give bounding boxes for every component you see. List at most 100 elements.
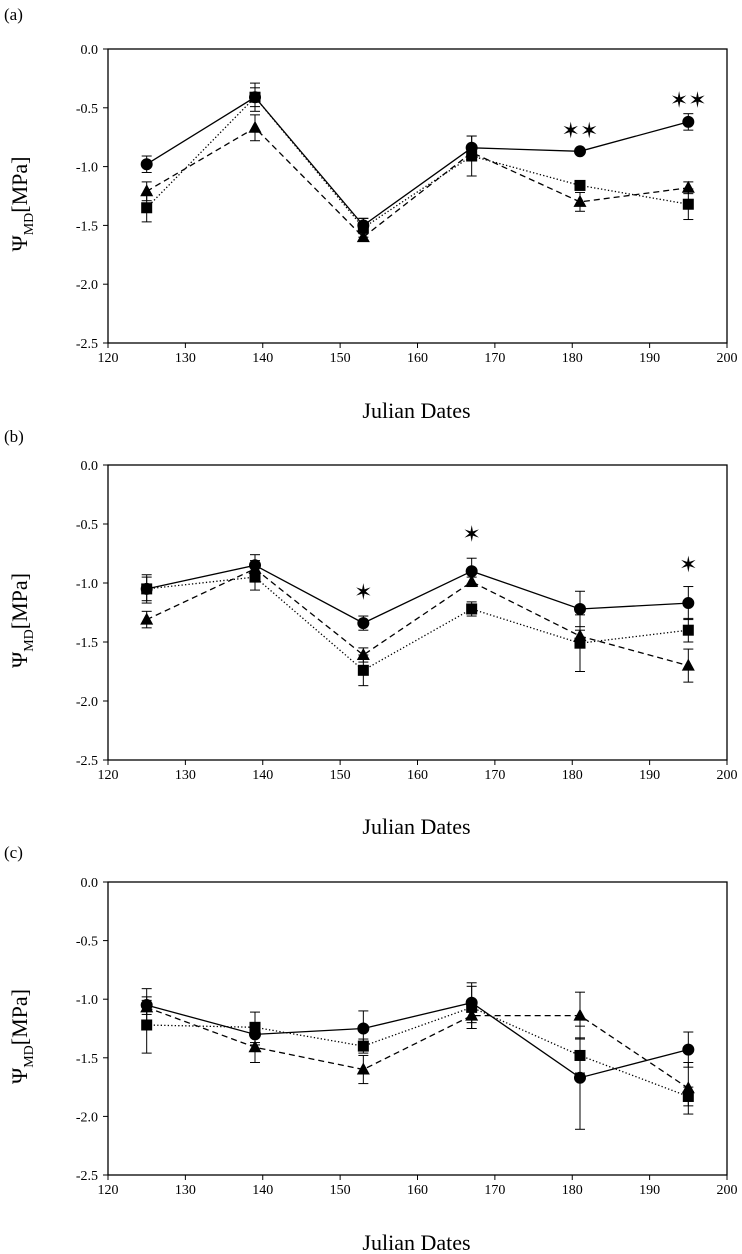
data-point-circle — [140, 158, 153, 171]
x-tick-label: 170 — [484, 1183, 505, 1198]
y-axis-symbol: Ψ — [7, 235, 32, 252]
data-point-triangle — [573, 629, 587, 642]
y-tick-label: -1.0 — [76, 161, 98, 176]
x-tick-label: 170 — [484, 768, 505, 783]
x-tick-label: 180 — [562, 768, 583, 783]
y-tick-label: 0.0 — [81, 876, 99, 891]
data-point-square — [357, 1040, 369, 1052]
y-tick-label: -2.0 — [76, 695, 98, 710]
y-axis-unit: [MPa] — [7, 573, 32, 629]
data-point-circle — [357, 1022, 370, 1035]
data-point-triangle — [248, 1040, 262, 1053]
data-point-triangle — [248, 561, 262, 574]
data-point-square — [249, 91, 261, 103]
x-tick-label: 160 — [407, 768, 428, 783]
data-point-square — [466, 603, 478, 615]
y-tick-label: -2.0 — [76, 278, 98, 293]
x-tick-label: 140 — [252, 1183, 273, 1198]
y-tick-label: -2.5 — [76, 754, 98, 769]
data-point-triangle — [465, 145, 479, 158]
series-line-circle — [146, 96, 689, 227]
x-tick-label: 150 — [330, 1183, 351, 1198]
y-tick-label: -1.0 — [76, 577, 98, 592]
data-point-triangle — [140, 1000, 154, 1013]
y-tick-label: -1.5 — [76, 219, 98, 234]
data-point-square — [141, 1019, 153, 1031]
data-point-triangle — [573, 194, 587, 207]
significance-marker: ✶ — [354, 579, 372, 604]
y-tick-label: -1.0 — [76, 993, 98, 1008]
data-point-square — [574, 1049, 586, 1061]
y-axis-symbol: Ψ — [7, 1067, 32, 1084]
x-tick-label: 140 — [252, 351, 273, 366]
x-tick-label: 130 — [175, 1183, 196, 1198]
data-point-square — [357, 664, 369, 676]
data-point-square — [682, 624, 694, 636]
y-axis-title: ΨMD[MPa] — [7, 989, 37, 1084]
y-tick-label: -2.5 — [76, 1169, 98, 1184]
y-axis-subscript: MD — [22, 213, 37, 236]
data-point-square — [141, 583, 153, 595]
x-tick-label: 160 — [407, 1183, 428, 1198]
series-line-circle — [146, 564, 689, 624]
significance-marker: ✶✶ — [670, 88, 707, 113]
x-tick-label: 160 — [407, 351, 428, 366]
data-point-triangle — [681, 180, 695, 193]
series-square — [141, 82, 694, 238]
x-tick-label: 200 — [717, 1183, 738, 1198]
y-tick-label: -0.5 — [76, 935, 98, 950]
data-point-circle — [682, 597, 695, 610]
data-point-square — [574, 179, 586, 191]
data-point-triangle — [248, 120, 262, 133]
data-point-triangle — [465, 574, 479, 587]
data-point-square — [249, 1021, 261, 1033]
y-tick-label: 0.0 — [81, 43, 99, 58]
data-point-triangle — [356, 230, 370, 243]
y-tick-label: 0.0 — [81, 459, 99, 474]
x-tick-label: 150 — [330, 768, 351, 783]
y-axis-subscript: MD — [22, 1045, 37, 1068]
y-axis-unit: [MPa] — [7, 989, 32, 1045]
series-line-square — [146, 1006, 689, 1098]
significance-marker: ✶✶ — [562, 118, 599, 143]
series-circle — [140, 87, 695, 233]
series-line-circle — [146, 1002, 689, 1079]
x-tick-label: 190 — [639, 351, 660, 366]
series-square — [141, 985, 694, 1107]
significance-marker: ✶ — [679, 552, 697, 577]
y-axis-title: ΨMD[MPa] — [7, 573, 37, 668]
panel-label: (c) — [4, 843, 23, 862]
x-tick-label: 130 — [175, 351, 196, 366]
x-tick-label: 120 — [98, 768, 119, 783]
x-tick-label: 200 — [717, 768, 738, 783]
series-square — [141, 563, 694, 687]
series-line-square — [146, 576, 689, 672]
series-line-triangle — [146, 1006, 689, 1089]
x-tick-label: 120 — [98, 1183, 119, 1198]
y-axis-symbol: Ψ — [7, 651, 32, 668]
data-point-triangle — [681, 1081, 695, 1094]
x-axis-title: Julian Dates — [362, 398, 470, 423]
x-tick-label: 150 — [330, 351, 351, 366]
y-axis-subscript: MD — [22, 629, 37, 652]
data-point-square — [574, 637, 586, 649]
y-tick-label: -1.5 — [76, 1052, 98, 1067]
y-tick-label: -1.5 — [76, 636, 98, 651]
y-tick-label: -0.5 — [76, 518, 98, 533]
x-axis-title: Julian Dates — [362, 1230, 470, 1254]
data-point-square — [682, 198, 694, 210]
plot-frame — [107, 48, 728, 344]
y-axis-title: ΨMD[MPa] — [7, 156, 37, 251]
x-tick-label: 130 — [175, 768, 196, 783]
plot-frame — [107, 464, 728, 761]
data-point-square — [357, 222, 369, 234]
data-point-circle — [573, 602, 586, 615]
series-line-triangle — [146, 126, 689, 239]
y-tick-label: -2.5 — [76, 337, 98, 352]
series-line-triangle — [146, 568, 689, 667]
series-circle — [140, 982, 695, 1130]
data-point-circle — [682, 1043, 695, 1056]
series-line-square — [146, 96, 689, 229]
data-point-circle — [357, 617, 370, 630]
